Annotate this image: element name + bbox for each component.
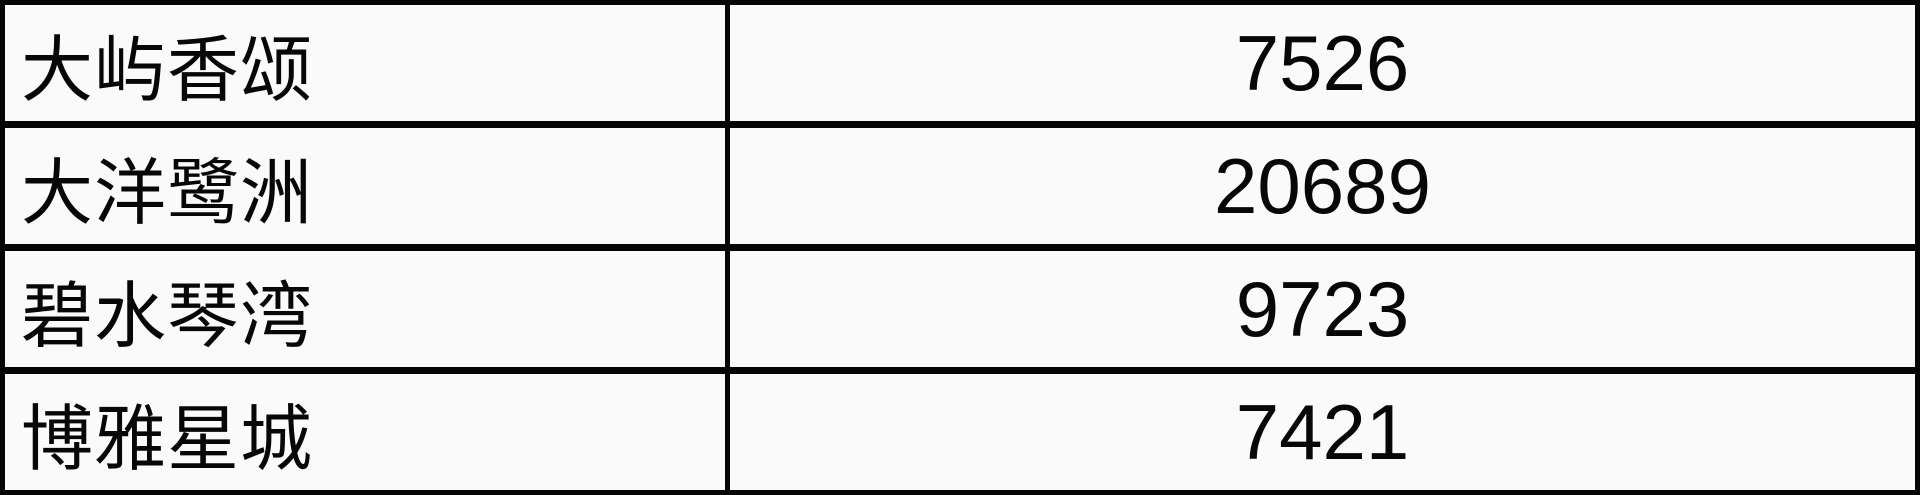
table-cell-name-row1: 大屿香颂 bbox=[5, 5, 725, 121]
table-cell-name-row3: 碧水琴湾 bbox=[5, 251, 725, 367]
table-cell-name-row2: 大洋鹭洲 bbox=[5, 128, 725, 244]
table-cell-value-row2: 20689 bbox=[730, 128, 1915, 244]
table-cell-value-row3: 9723 bbox=[730, 251, 1915, 367]
table-cell-name-row4: 博雅星城 bbox=[5, 374, 725, 490]
table-cell-value-row4: 7421 bbox=[730, 374, 1915, 490]
table-cell-value-row1: 7526 bbox=[730, 5, 1915, 121]
